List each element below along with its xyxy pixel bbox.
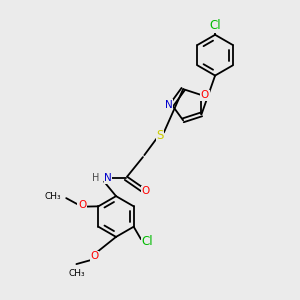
Text: Cl: Cl (141, 236, 153, 248)
Text: O: O (91, 251, 99, 261)
Text: CH₃: CH₃ (45, 192, 61, 201)
Text: CH₃: CH₃ (68, 269, 85, 278)
Text: H: H (92, 173, 99, 183)
Text: N: N (104, 173, 112, 183)
Text: N: N (164, 100, 172, 110)
Text: O: O (142, 186, 150, 196)
Text: O: O (78, 200, 86, 210)
Text: O: O (201, 90, 209, 100)
Text: Cl: Cl (209, 19, 221, 32)
Text: S: S (156, 129, 164, 142)
